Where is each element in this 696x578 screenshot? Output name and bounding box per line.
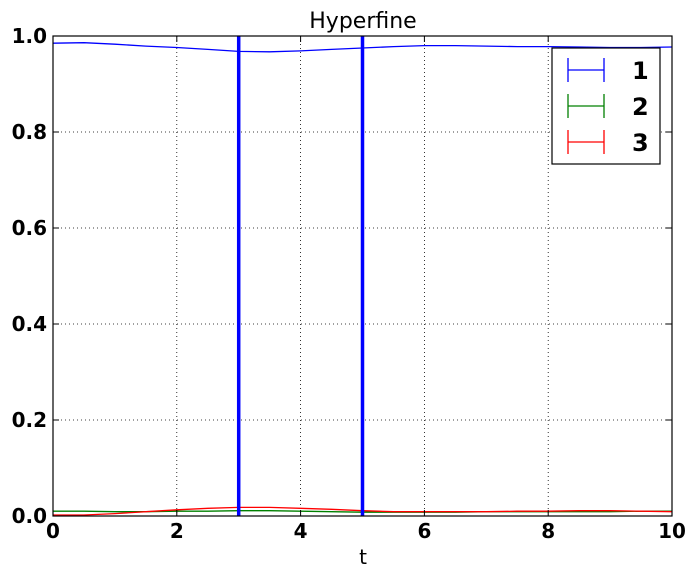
x-axis-label: t [359,545,367,569]
legend-label: 3 [632,129,649,157]
y-tick-label: 0.0 [12,504,47,528]
vertical-markers [236,36,365,516]
x-tick-label: 2 [170,519,184,543]
y-tick-label: 1.0 [12,24,47,48]
x-tick-label: 0 [46,519,60,543]
x-tick-label: 10 [658,519,686,543]
x-tick-label: 8 [541,519,555,543]
x-tick-label: 4 [294,519,308,543]
axis-ticks: 0 2 4 6 8 10 0.0 0.2 0.4 0.6 0.8 1.0 [12,24,686,543]
y-tick-label: 0.4 [12,312,47,336]
plot-area-frame [52,35,673,517]
legend: 1 2 3 [551,47,661,165]
y-tick-label: 0.8 [12,120,47,144]
y-tick-label: 0.6 [12,216,47,240]
chart-title: Hyperfine [309,9,416,34]
legend-entry-3: 3 [567,129,649,157]
legend-entry-2: 2 [567,93,649,121]
grid [53,36,672,516]
legend-label: 2 [632,93,649,121]
legend-entry-1: 1 [567,57,649,85]
y-tick-label: 0.2 [12,408,47,432]
x-tick-label: 6 [417,519,431,543]
legend-label: 1 [632,57,649,85]
